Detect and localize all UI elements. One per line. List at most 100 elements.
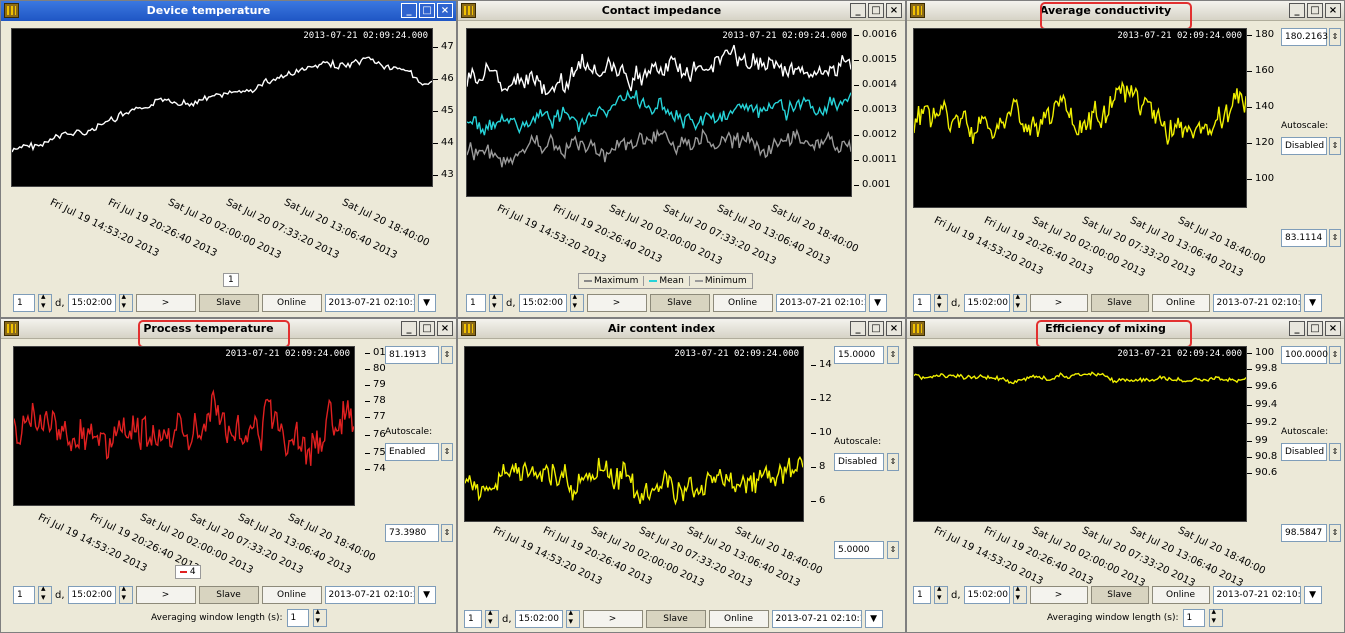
averaging-spinner[interactable] [1208,607,1223,627]
slave-button[interactable]: Slave [198,294,259,312]
min-value-spinner[interactable]: ⇕ [1329,229,1341,247]
close-icon[interactable]: × [1325,3,1341,18]
days-spinner[interactable] [934,584,948,604]
legend-badge[interactable]: 1 [223,273,239,287]
autoscale-select[interactable]: Enabled [385,443,439,461]
window-titlebar[interactable]: Process temperature _ □ × [1,319,456,339]
days-field[interactable]: 1 [913,586,931,604]
next-button[interactable]: > [586,294,647,312]
averaging-field[interactable]: 1 [1182,609,1205,627]
chevron-down-icon[interactable]: ▼ [417,294,436,312]
plot-area[interactable]: 2013-07-21 02:09:24.000 [13,346,355,506]
max-value-spinner[interactable]: ⇕ [1329,346,1341,364]
time-field[interactable]: 15:02:00 [963,294,1010,312]
time-field[interactable]: 15:02:00 [518,294,567,312]
min-value-field[interactable]: 83.1114 [1281,229,1327,247]
maximize-icon[interactable]: □ [419,321,435,336]
autoscale-spinner[interactable]: ⇕ [1329,443,1341,461]
autoscale-select[interactable]: Disabled [834,453,884,471]
chevron-down-icon[interactable]: ▼ [1303,294,1322,312]
maximize-icon[interactable]: □ [1307,321,1323,336]
plot-area[interactable]: 2013-07-21 02:09:24.000 [913,346,1247,522]
close-icon[interactable]: × [1325,321,1341,336]
window-titlebar[interactable]: Efficiency of mixing _ □ × [907,319,1344,339]
max-value-field[interactable]: 100.0000 [1281,346,1328,364]
slave-button[interactable]: Slave [645,610,706,628]
close-icon[interactable]: × [886,3,902,18]
maximize-icon[interactable]: □ [868,321,884,336]
slave-button[interactable]: Slave [198,586,259,604]
minimize-icon[interactable]: _ [401,321,417,336]
chevron-down-icon[interactable]: ▼ [1303,586,1322,604]
max-value-spinner[interactable]: ⇕ [887,346,899,364]
minimize-icon[interactable]: _ [1289,321,1305,336]
datetime-field[interactable]: 2013-07-21 02:10:10 [771,610,862,628]
min-value-spinner[interactable]: ⇕ [887,541,899,559]
online-button[interactable]: Online [712,294,773,312]
online-button[interactable]: Online [1151,294,1210,312]
days-field[interactable]: 1 [466,294,486,312]
min-value-field[interactable]: 73.3980 [385,524,439,542]
plot-area[interactable]: 2013-07-21 02:09:24.000 [464,346,804,522]
time-field[interactable]: 15:02:00 [963,586,1010,604]
chevron-down-icon[interactable]: ▼ [868,294,887,312]
minimize-icon[interactable]: _ [850,321,866,336]
days-spinner[interactable] [489,292,503,312]
time-spinner[interactable] [565,608,580,628]
time-spinner[interactable] [569,292,584,312]
autoscale-spinner[interactable]: ⇕ [887,453,899,471]
time-spinner[interactable] [118,584,133,604]
autoscale-spinner[interactable]: ⇕ [1329,137,1341,155]
min-value-field[interactable]: 5.0000 [834,541,884,559]
legend-item-maximum[interactable]: Maximum [579,276,645,286]
close-icon[interactable]: × [437,321,453,336]
days-spinner[interactable] [38,292,52,312]
days-field[interactable]: 1 [913,294,931,312]
online-button[interactable]: Online [261,586,322,604]
datetime-field[interactable]: 2013-07-21 02:10:10 [775,294,866,312]
window-titlebar[interactable]: Air content index _ □ × [458,319,905,339]
next-button[interactable]: > [135,586,196,604]
days-spinner[interactable] [485,608,499,628]
legend-item-minimum[interactable]: Minimum [690,276,752,286]
plot-area[interactable]: 2013-07-21 02:09:24.000 [11,28,433,187]
days-field[interactable]: 1 [13,294,35,312]
maximize-icon[interactable]: □ [868,3,884,18]
time-field[interactable]: 15:02:00 [67,294,116,312]
datetime-field[interactable]: 2013-07-21 02:10:12 [324,294,415,312]
plot-area[interactable]: 2013-07-21 02:09:24.000 [466,28,852,197]
online-button[interactable]: Online [261,294,322,312]
minimize-icon[interactable]: _ [850,3,866,18]
next-button[interactable]: > [135,294,196,312]
close-icon[interactable]: × [437,3,453,18]
chevron-down-icon[interactable]: ▼ [864,610,883,628]
chevron-down-icon[interactable]: ▼ [417,586,436,604]
online-button[interactable]: Online [1151,586,1210,604]
max-value-spinner[interactable]: ⇕ [441,346,453,364]
averaging-field[interactable]: 1 [286,609,309,627]
max-value-field[interactable]: 180.2163 [1281,28,1328,46]
min-value-spinner[interactable]: ⇕ [1329,524,1341,542]
max-value-spinner[interactable]: ⇕ [1329,28,1341,46]
minimize-icon[interactable]: _ [1289,3,1305,18]
min-value-field[interactable]: 98.5847 [1281,524,1327,542]
next-button[interactable]: > [582,610,643,628]
slave-button[interactable]: Slave [649,294,710,312]
days-spinner[interactable] [38,584,52,604]
close-icon[interactable]: × [886,321,902,336]
min-value-spinner[interactable]: ⇕ [441,524,453,542]
datetime-field[interactable]: 2013-07-21 02:10:12 [324,586,415,604]
max-value-field[interactable]: 15.0000 [834,346,884,364]
time-field[interactable]: 15:02:00 [67,586,116,604]
maximize-icon[interactable]: □ [419,3,435,18]
minimize-icon[interactable]: _ [401,3,417,18]
datetime-field[interactable]: 2013-07-21 02:10:10 [1212,294,1301,312]
time-spinner[interactable] [1012,584,1027,604]
time-spinner[interactable] [118,292,133,312]
autoscale-select[interactable]: Disabled [1281,443,1327,461]
next-button[interactable]: > [1029,294,1088,312]
days-field[interactable]: 1 [464,610,482,628]
time-field[interactable]: 15:02:00 [514,610,563,628]
slave-button[interactable]: Slave [1090,294,1149,312]
window-titlebar[interactable]: Device temperature _ □ × [1,1,456,21]
